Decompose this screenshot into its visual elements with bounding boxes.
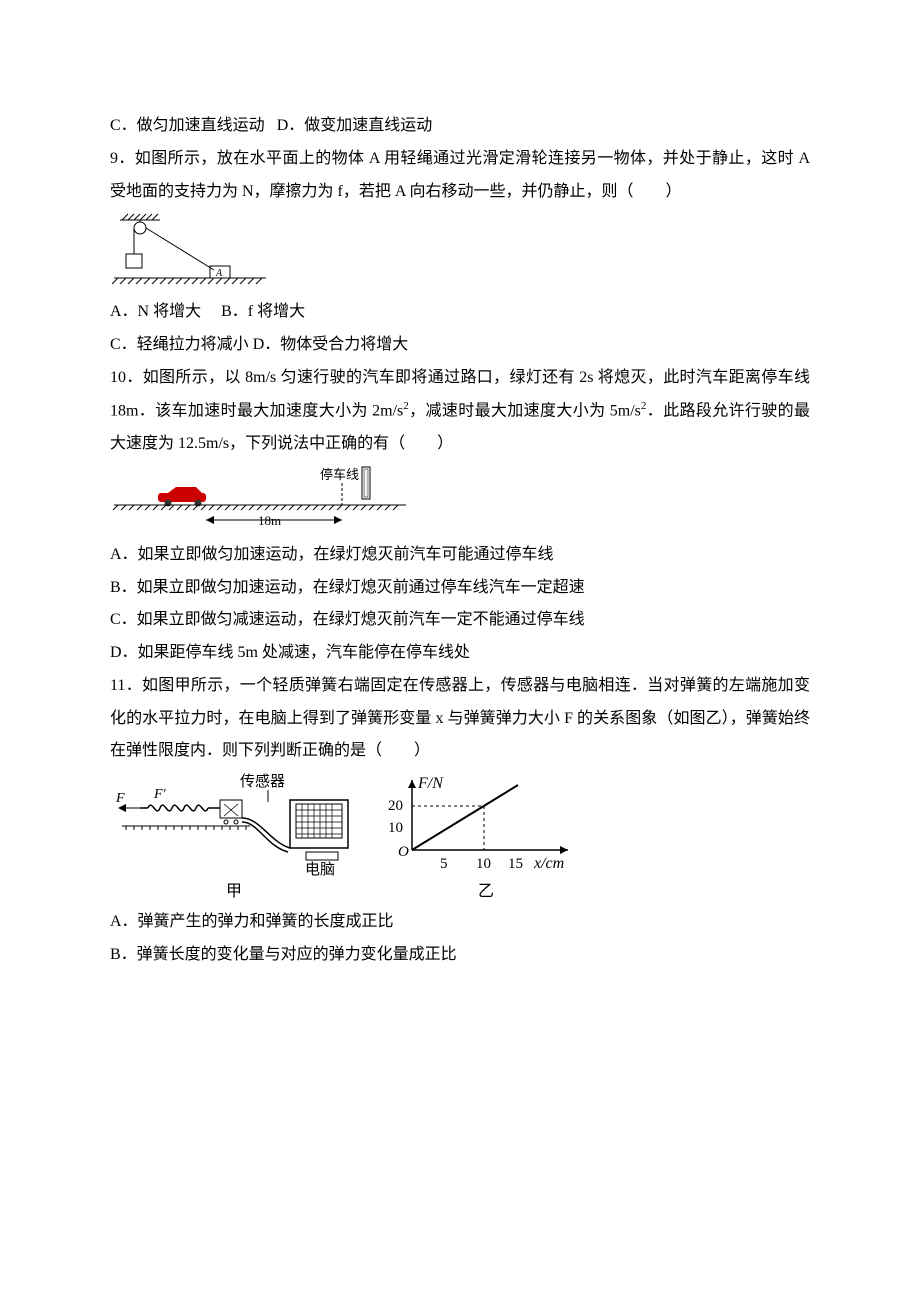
svg-text:15: 15 (508, 856, 523, 872)
q9-options-ab: A．N 将增大 B．f 将增大 (110, 296, 810, 329)
q8-opt-c: C．做匀加速直线运动 (110, 117, 265, 134)
sensor-label: 传感器 (240, 773, 285, 790)
fig-left-caption: 甲 (226, 883, 242, 900)
svg-text:10: 10 (476, 856, 491, 872)
q9-opt-c: C．轻绳拉力将减小 (110, 336, 249, 353)
q9-figure: A (110, 212, 810, 292)
q10-stem: 10．如图所示，以 8m/s 匀速行驶的汽车即将通过路口，绿灯还有 2s 将熄灭… (110, 362, 810, 461)
svg-text:F/N: F/N (417, 775, 444, 792)
computer-label: 电脑 (305, 861, 335, 878)
q11-figure: 传感器 F F′ (110, 772, 810, 902)
svg-text:F′: F′ (153, 787, 167, 802)
q9-opt-a: A．N 将增大 (110, 303, 201, 320)
q9-stem: 9．如图所示，放在水平面上的物体 A 用轻绳通过光滑定滑轮连接另一物体，并处于静… (110, 143, 810, 209)
q10-opt-c: C．如果立即做匀减速运动，在绿灯熄灭前汽车一定不能通过停车线 (110, 604, 810, 637)
q8-opt-d: D．做变加速直线运动 (277, 117, 433, 134)
q11-fig-right: F/N x/cm O 10 20 5 10 15 乙 (378, 772, 588, 902)
q11-opt-b: B．弹簧长度的变化量与对应的弹力变化量成正比 (110, 939, 810, 972)
svg-text:F: F (115, 791, 125, 806)
q9-opt-d: D．物体受合力将增大 (253, 336, 409, 353)
q10-figure: 停车线 (110, 465, 810, 535)
q9-options-cd: C．轻绳拉力将减小 D．物体受合力将增大 (110, 329, 810, 362)
svg-text:5: 5 (440, 856, 448, 872)
q9-block-a-label: A (215, 268, 223, 279)
q10-stop-label: 停车线 (320, 467, 359, 482)
q11-fig-left: 传感器 F F′ (110, 772, 360, 902)
q11-opt-a: A．弹簧产生的弹力和弹簧的长度成正比 (110, 906, 810, 939)
q8-options-cd: C．做匀加速直线运动 D．做变加速直线运动 (110, 110, 810, 143)
q10-opt-b: B．如果立即做匀加速运动，在绿灯熄灭前通过停车线汽车一定超速 (110, 572, 810, 605)
svg-text:10: 10 (388, 820, 403, 836)
svg-text:O: O (398, 844, 409, 860)
car-icon (158, 487, 206, 507)
q10-dist-label: 18m (258, 513, 281, 528)
q10-opt-a: A．如果立即做匀加速运动，在绿灯熄灭前汽车可能通过停车线 (110, 539, 810, 572)
fig-right-caption: 乙 (478, 883, 494, 900)
q10-opt-d: D．如果距停车线 5m 处减速，汽车能停在停车线处 (110, 637, 810, 670)
q9-opt-b: B．f 将增大 (221, 303, 305, 320)
svg-text:x/cm: x/cm (533, 855, 564, 872)
svg-text:20: 20 (388, 798, 403, 814)
q11-stem: 11．如图甲所示，一个轻质弹簧右端固定在传感器上，传感器与电脑相连．当对弹簧的左… (110, 670, 810, 768)
